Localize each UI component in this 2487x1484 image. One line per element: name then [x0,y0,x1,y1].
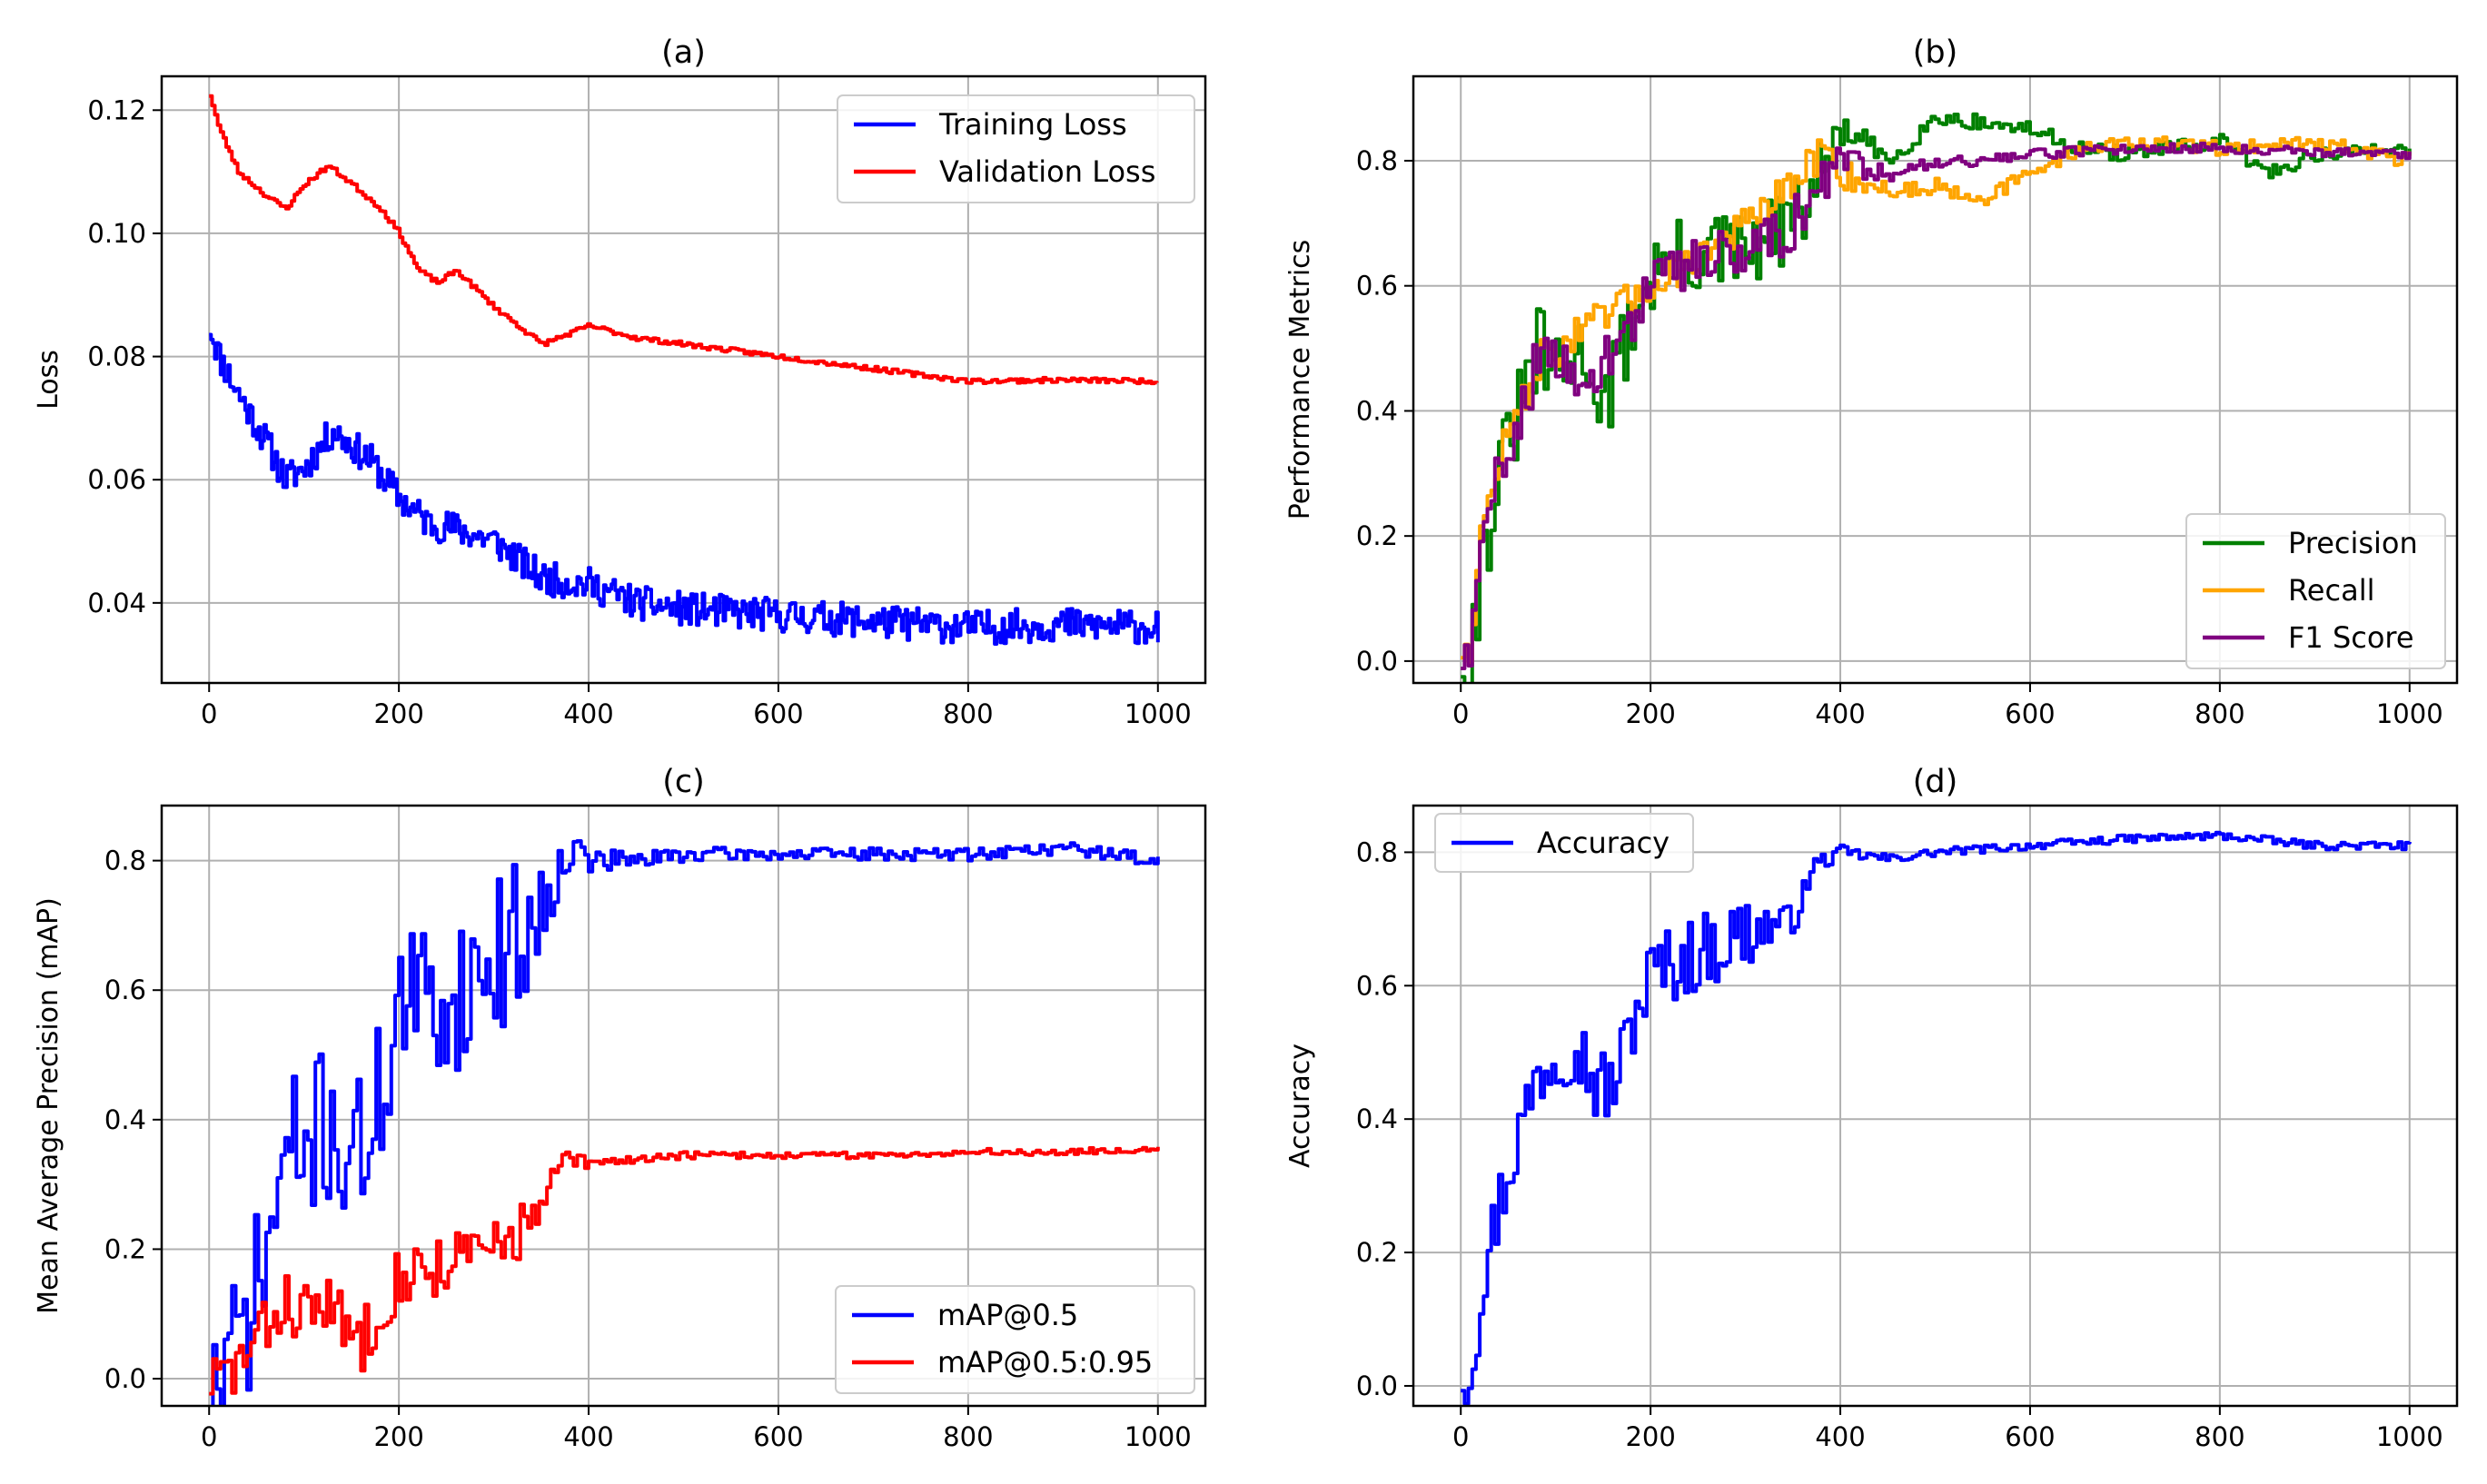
y-tick-label: 0.08 [87,341,146,372]
legend-box [835,1285,1195,1394]
series-line-map-0-5-0-95 [209,1145,1160,1396]
x-tick-label: 1000 [1125,698,1192,729]
y-tick-label: 0.4 [104,1104,146,1135]
y-tick-label: 0.12 [87,94,146,125]
y-tick-label: 0.2 [1356,1237,1398,1268]
x-tick-label: 200 [373,1421,423,1452]
panel-b: (b) 0 200 400 600 800 1000 0.0 0.2 0.4 0.6 0.8 Perfo… [1284,35,2459,729]
y-tick-label: 0.8 [104,846,146,876]
series-line-accuracy [1461,830,2412,1406]
x-tick-label: 1000 [2376,698,2443,729]
y-tick-label: 0.06 [87,464,146,495]
legend-label: Validation Loss [939,154,1155,189]
panel-title: (d) [1913,764,1958,800]
legend-label: Training Loss [938,107,1127,142]
axes-frame [1412,74,2459,685]
y-tick-label: 0.2 [104,1233,146,1264]
series-line-validation-loss [209,94,1159,386]
panel-a: (a) 0 200 400 600 800 1000 0.04 0.06 0.08 0.10 0.12… [33,35,1207,729]
panel-d: (d) 0 200 400 600 800 1000 0.0 0.2 0.4 0.6 0.8 Accur… [1284,764,2459,1452]
axes-frame [1412,804,2459,1408]
y-axis-label: Accuracy [1284,1044,1316,1168]
series-line-precision [1461,112,2412,683]
panel-title: (c) [662,764,705,800]
y-tick-label: 0.8 [1356,145,1398,176]
legend-label: Accuracy [1537,826,1670,860]
y-tick-label: 0.0 [1356,1370,1398,1401]
x-tick-label: 1000 [2376,1421,2443,1452]
legend-label: mAP@0.5 [937,1298,1078,1332]
x-tick-label: 0 [1452,698,1469,729]
legend-label: Precision [2288,526,2418,560]
y-tick-label: 0.6 [1356,271,1398,302]
y-tick-label: 0.04 [87,588,146,618]
legend-label: F1 Score [2288,620,2414,655]
y-axis-label: Performance Metrics [1284,240,1316,520]
panel-title: (b) [1913,35,1958,71]
y-tick-label: 0.0 [1356,646,1398,677]
x-tick-label: 800 [943,1421,993,1452]
y-tick-label: 0.4 [1356,1103,1398,1134]
x-tick-label: 200 [1625,698,1675,729]
x-tick-label: 800 [2195,1421,2244,1452]
series-line-f1-score [1461,141,2412,670]
y-tick-label: 0.0 [104,1363,146,1394]
y-tick-label: 0.8 [1356,836,1398,867]
x-tick-label: 0 [1452,1421,1469,1452]
x-tick-label: 0 [201,698,217,729]
x-tick-label: 200 [1625,1421,1675,1452]
x-tick-label: 1000 [1125,1421,1192,1452]
legend-box [2185,513,2446,669]
legend: mAP@0.5 mAP@0.5:0.95 [835,1285,1195,1394]
y-axis-label: Loss [33,350,64,410]
legend-label: mAP@0.5:0.95 [937,1345,1153,1380]
y-tick-label: 0.6 [1356,970,1398,1001]
legend-box [1434,813,1694,873]
y-tick-label: 0.2 [1356,520,1398,551]
x-tick-label: 800 [943,698,993,729]
x-tick-label: 400 [563,698,613,729]
x-tick-label: 400 [1815,1421,1865,1452]
y-tick-label: 0.10 [87,218,146,249]
x-tick-label: 200 [373,698,423,729]
legend: Accuracy [1434,813,1694,873]
legend: Precision Recall F1 Score [2185,513,2446,669]
series-line-map-0-5 [211,839,1160,1406]
legend: Training Loss Validation Loss [837,94,1195,203]
x-tick-label: 600 [2005,1421,2055,1452]
y-tick-label: 0.4 [1356,395,1398,426]
x-tick-label: 600 [2005,698,2055,729]
panel-title: (a) [661,35,706,71]
y-tick-label: 0.6 [104,974,146,1005]
panel-c: (c) 0 200 400 600 800 1000 0.0 0.2 0.4 0.6 0.8 Mean … [33,764,1207,1452]
x-tick-label: 800 [2195,698,2244,729]
x-tick-label: 600 [753,698,803,729]
axes-frame [160,804,1207,1408]
x-tick-label: 600 [753,1421,803,1452]
y-axis-label: Mean Average Precision (mAP) [33,897,64,1314]
axes-frame [160,74,1207,685]
series-line-training-loss [209,332,1160,646]
x-tick-label: 400 [563,1421,613,1452]
legend-box [837,94,1195,203]
x-tick-label: 0 [201,1421,217,1452]
legend-label: Recall [2288,573,2374,608]
series-line-recall [1461,135,2412,665]
x-tick-label: 400 [1815,698,1865,729]
